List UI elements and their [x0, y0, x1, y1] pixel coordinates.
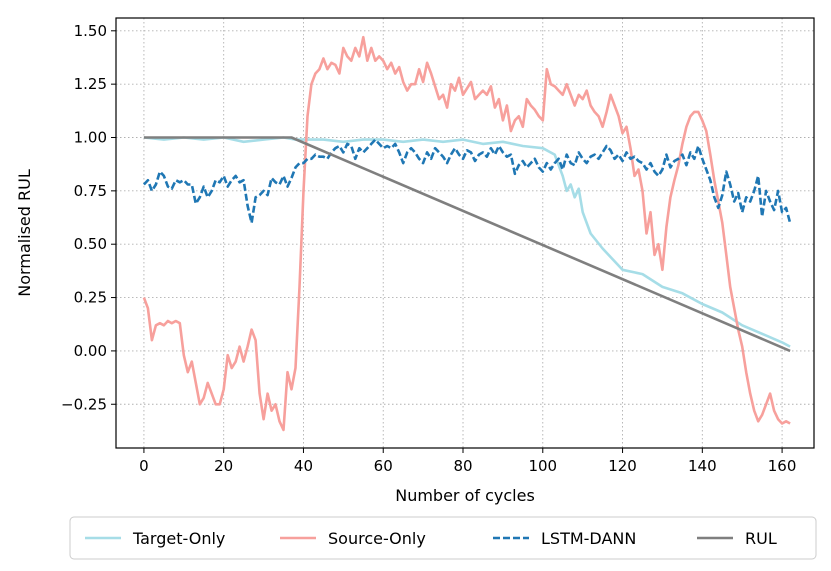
legend-label-source-only: Source-Only: [328, 529, 426, 548]
x-tick-label: 100: [528, 457, 557, 475]
y-tick-label: 1.00: [74, 129, 107, 147]
x-tick-label: 0: [139, 457, 149, 475]
x-tick-label: 160: [768, 457, 797, 475]
x-tick-label: 40: [294, 457, 313, 475]
legend: Target-Only Source-Only LSTM-DANN RUL: [69, 516, 817, 560]
y-tick-label: 0.50: [74, 235, 107, 253]
series-line-rul: [143, 136, 791, 353]
y-axis-label: Normalised RUL: [15, 169, 34, 297]
x-tick-label: 140: [688, 457, 717, 475]
y-tick-label: 1.25: [74, 75, 107, 93]
plot-area: [116, 18, 814, 448]
legend-label-lstm-dann: LSTM-DANN: [541, 529, 636, 548]
legend-label-rul: RUL: [745, 529, 777, 548]
x-tick-label: 60: [374, 457, 393, 475]
x-axis-label: Number of cycles: [395, 486, 535, 505]
legend-frame: [69, 516, 817, 560]
y-tick-label: 1.50: [74, 22, 107, 40]
series-line-source-only: [142, 35, 791, 432]
y-tick-label: 0.00: [74, 342, 107, 360]
y-axis-ticks: −0.25 0.00 0.25 0.50 0.75 1.00 1.25 1.50: [61, 22, 116, 413]
x-tick-label: 80: [453, 457, 472, 475]
y-tick-label: 0.75: [74, 182, 107, 200]
y-tick-label: −0.25: [61, 395, 107, 413]
x-tick-label: 120: [608, 457, 637, 475]
legend-label-target-only: Target-Only: [132, 529, 225, 548]
x-tick-label: 20: [214, 457, 233, 475]
plot-frame: [115, 17, 815, 449]
series-line-lstm-dann: [142, 138, 792, 225]
x-axis-ticks: 0 20 40 60 80 100 120 140 160: [139, 448, 796, 475]
y-tick-label: 0.25: [74, 289, 107, 307]
grid-lines: [116, 18, 814, 448]
series-lines: [142, 35, 792, 432]
